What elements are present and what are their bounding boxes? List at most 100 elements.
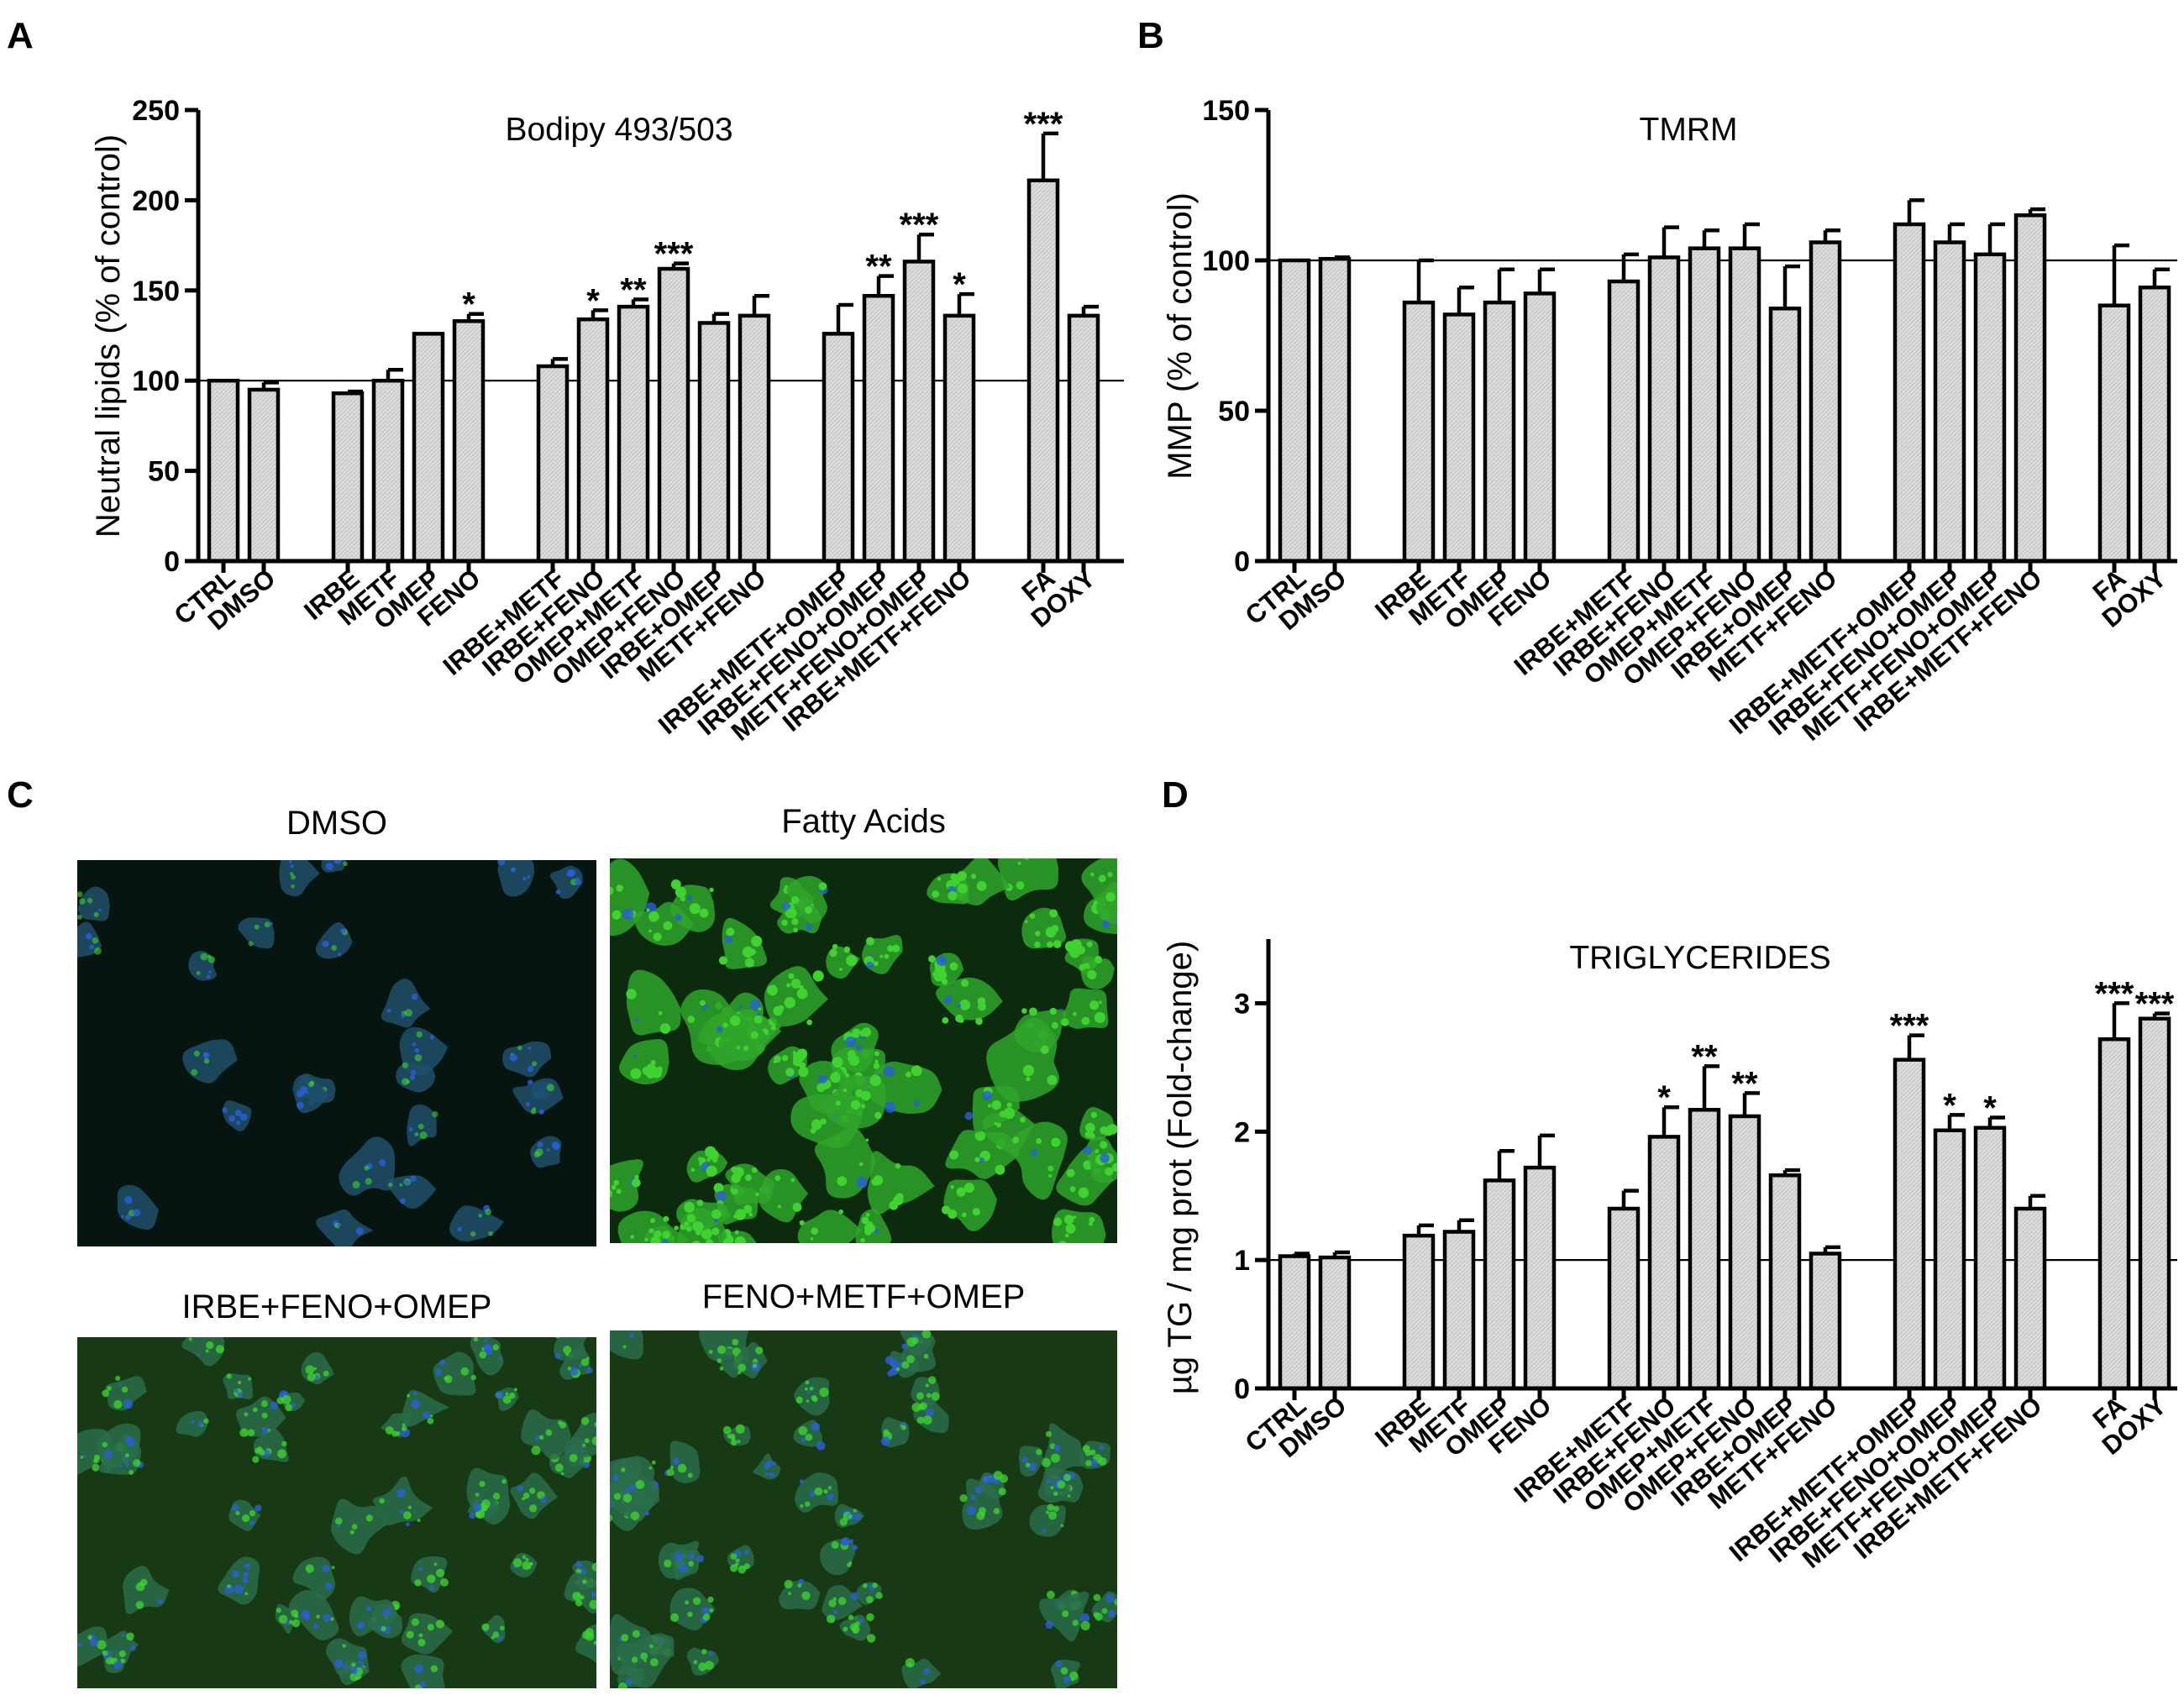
- bar-omep-feno: [1728, 1114, 1761, 1391]
- bar-irbe-feno-omep: [1933, 1128, 1966, 1391]
- lipid-droplet: [432, 1111, 438, 1118]
- panel-letter-a: A: [7, 15, 34, 56]
- nucleus: [405, 1522, 410, 1527]
- lipid-droplet: [479, 1481, 486, 1488]
- error-bar-omep-metf: [1702, 228, 1719, 249]
- lipid-droplet: [785, 910, 794, 918]
- lipid-droplet: [773, 1060, 777, 1063]
- nucleus: [355, 1227, 364, 1236]
- lipid-droplet: [702, 1613, 711, 1621]
- lipid-droplet: [580, 1417, 590, 1425]
- lipid-droplet: [650, 1236, 661, 1243]
- cell-cluster: [962, 1478, 1003, 1530]
- nucleus: [535, 1435, 540, 1440]
- lipid-droplet: [797, 1583, 802, 1588]
- bar-metf-feno: [1809, 240, 1842, 564]
- nucleus: [551, 1141, 559, 1149]
- nucleus: [1099, 1445, 1105, 1451]
- nucleus: [379, 1159, 386, 1167]
- lipid-droplet: [884, 953, 890, 959]
- bar-metf-feno-omep: [902, 260, 936, 564]
- significance-irbe-feno-omep: *: [1943, 1087, 1956, 1124]
- error-bar-metf-feno: [1823, 228, 1840, 243]
- bar-feno: [452, 319, 486, 564]
- lipid-droplet: [418, 1633, 423, 1638]
- lipid-droplet: [621, 1634, 629, 1642]
- lipid-droplet: [305, 1564, 314, 1573]
- lipid-droplet: [1069, 1186, 1076, 1193]
- lipid-droplet: [675, 886, 687, 898]
- lipid-droplet: [522, 1492, 530, 1499]
- lipid-droplet: [93, 911, 99, 917]
- significance-omep-feno: ***: [654, 236, 694, 273]
- bar-metf: [1442, 312, 1476, 564]
- lipid-droplet: [475, 1493, 480, 1497]
- nucleus: [635, 1018, 640, 1022]
- nucleus: [121, 1215, 124, 1219]
- nucleus: [575, 1561, 583, 1568]
- error-bar-doxy: [2152, 267, 2170, 288]
- lipid-droplet: [875, 1592, 883, 1599]
- lipid-droplet: [576, 1593, 580, 1598]
- lipid-droplet: [277, 1449, 286, 1459]
- error-bar-fa: [1041, 131, 1058, 181]
- lipid-droplet: [806, 1019, 812, 1026]
- lipid-droplet: [610, 1514, 612, 1522]
- nucleus: [322, 940, 329, 947]
- lipid-droplet: [1107, 872, 1113, 878]
- nucleus: [853, 1514, 862, 1521]
- lipid-droplet: [959, 1494, 968, 1503]
- error-bar-irbe-metf: [550, 357, 568, 367]
- lipid-droplet: [513, 1388, 518, 1392]
- lipid-droplet: [848, 1514, 853, 1519]
- lipid-droplet: [1098, 1014, 1105, 1020]
- lipid-droplet: [635, 1480, 645, 1489]
- lipid-droplet: [804, 905, 813, 914]
- lipid-droplet: [800, 1504, 804, 1509]
- panel-letter-b: B: [1137, 15, 1164, 56]
- lipid-droplet: [1047, 1590, 1055, 1599]
- y-tick-label: 50: [1218, 396, 1250, 428]
- lipid-droplet: [942, 1017, 949, 1024]
- lipid-droplet: [959, 1000, 970, 1010]
- lipid-droplet: [648, 1228, 654, 1234]
- lipid-droplet: [1053, 1217, 1063, 1226]
- lipid-droplet: [829, 948, 837, 958]
- nucleus: [419, 1681, 426, 1688]
- lipid-droplet: [313, 1367, 318, 1371]
- lipid-droplet: [406, 1079, 411, 1084]
- lipid-droplet: [481, 1504, 488, 1512]
- nucleus: [234, 1584, 244, 1594]
- error-bar-feno: [1537, 267, 1555, 294]
- lipid-droplet: [402, 1423, 406, 1427]
- nucleus: [610, 1331, 612, 1336]
- nucleus: [411, 1399, 421, 1409]
- nucleus: [350, 1666, 358, 1674]
- bar-irbe-metf-feno: [942, 313, 976, 564]
- lipid-droplet: [750, 1031, 759, 1039]
- lipid-droplet: [770, 1025, 776, 1031]
- lipid-droplet: [630, 1235, 634, 1239]
- lipid-droplet: [406, 1630, 414, 1639]
- lipid-droplet: [1048, 1174, 1053, 1178]
- lipid-droplet: [1041, 1457, 1051, 1467]
- nucleus: [401, 1013, 406, 1019]
- micrograph-irbe-feno-omep: [77, 1337, 596, 1688]
- nucleus: [866, 961, 874, 969]
- nucleus: [974, 1487, 983, 1494]
- lipid-droplet: [811, 1227, 818, 1235]
- y-tick-label: 0: [164, 546, 180, 578]
- nucleus: [269, 921, 273, 926]
- lipid-droplet: [414, 1579, 422, 1587]
- lipid-droplet: [832, 943, 838, 950]
- lipid-droplet: [874, 1111, 882, 1120]
- lipid-droplet: [508, 1392, 516, 1399]
- nucleus: [845, 1036, 856, 1047]
- cell-cluster: [288, 1589, 339, 1640]
- nucleus: [234, 1388, 239, 1393]
- lipid-droplet: [931, 1392, 940, 1401]
- lipid-droplet: [948, 1210, 958, 1219]
- lipid-droplet: [843, 1626, 848, 1632]
- lipid-droplet: [684, 1201, 695, 1213]
- significance-irbe-metf-feno: *: [953, 266, 966, 303]
